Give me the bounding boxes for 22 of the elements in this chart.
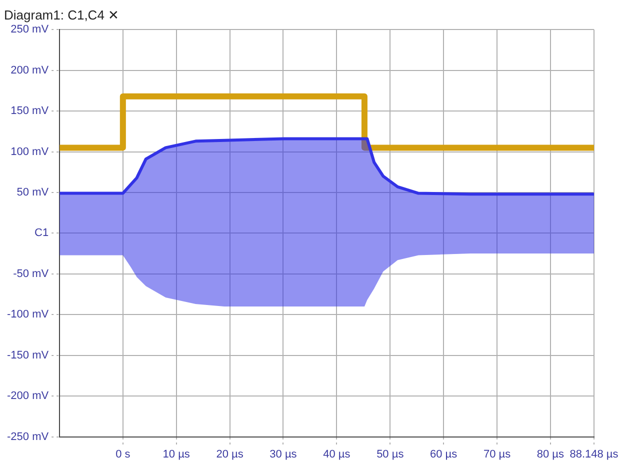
y-tick-label: 250 mV xyxy=(10,24,50,36)
y-tick-label: 50 mV xyxy=(16,186,50,199)
x-tick-label: 88.148 µs xyxy=(570,448,619,460)
x-tick-label: 70 µs xyxy=(483,448,512,460)
y-tick-label: -50 mV xyxy=(13,268,50,280)
y-tick-label: -250 mV xyxy=(6,430,50,443)
y-tick-label: -100 mV xyxy=(6,308,50,321)
x-tick-label: 30 µs xyxy=(270,448,298,460)
x-tick-label: 80 µs xyxy=(536,448,565,460)
y-tick-label: -150 mV xyxy=(6,349,50,362)
y-tick-label: 100 mV xyxy=(10,146,50,158)
x-tick-label: 50 µs xyxy=(376,448,404,460)
y-tick-label: 200 mV xyxy=(10,64,50,76)
x-tick-label: 60 µs xyxy=(430,448,458,460)
y-tick-label: -200 mV xyxy=(6,390,50,402)
y-tick-label: 150 mV xyxy=(10,105,50,118)
x-tick-label: 40 µs xyxy=(323,448,351,460)
y-tick-label: C1 xyxy=(34,227,49,240)
chart-title: Diagram1: C1,C4 ✕ xyxy=(4,7,120,22)
x-tick-label: 10 µs xyxy=(162,448,190,460)
x-tick-label: 20 µs xyxy=(216,448,244,460)
x-tick-label: 0 s xyxy=(116,448,131,460)
